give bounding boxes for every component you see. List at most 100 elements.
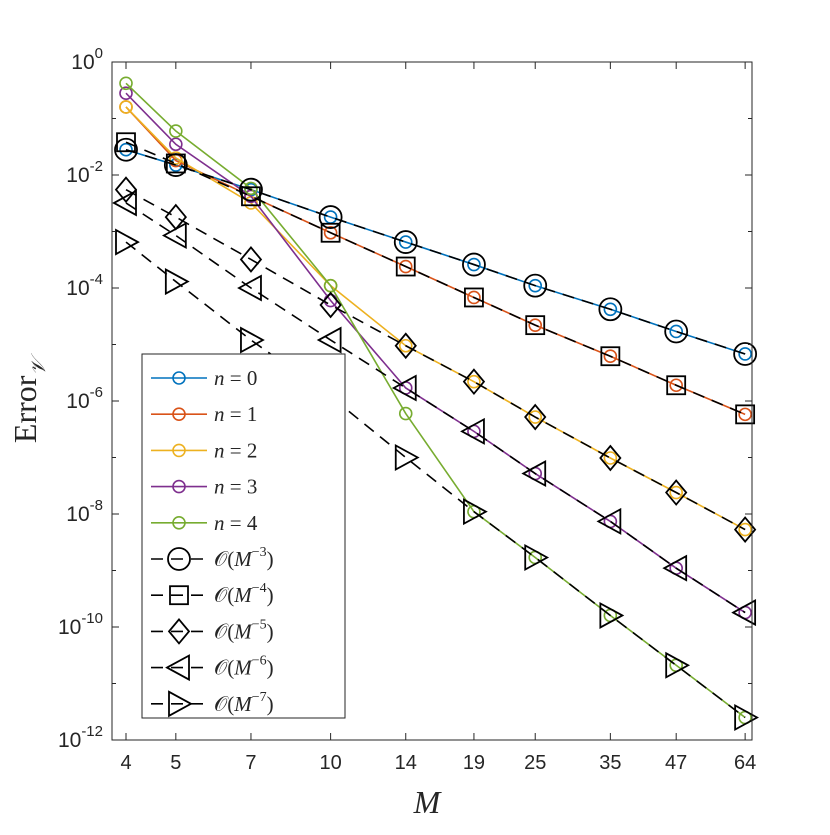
- reference-marker: [521, 460, 547, 488]
- legend-marker: [167, 617, 191, 645]
- reference-lines-group: [112, 132, 760, 732]
- series-point: [738, 407, 752, 422]
- legend-item-series-0: n = 0: [151, 366, 257, 390]
- series-point: [323, 225, 338, 240]
- series-point: [467, 290, 481, 305]
- reference-marker: [393, 230, 418, 254]
- series-point: [528, 318, 543, 332]
- reference-marker: [599, 444, 622, 472]
- reference-line: [125, 188, 746, 531]
- legend-label: n = 1: [214, 402, 257, 426]
- reference-marker: [662, 554, 688, 582]
- reference-marker: [665, 479, 688, 506]
- reference-marker: [320, 222, 341, 243]
- reference-line-1: [116, 132, 756, 425]
- series-point: [603, 451, 618, 465]
- legend-item-reference-2: 𝒪(M−5): [151, 617, 274, 645]
- y-tick-label: 10-8: [66, 497, 103, 526]
- legend-label: n = 4: [214, 511, 258, 535]
- reference-line: [125, 141, 746, 416]
- series-point: [669, 485, 683, 500]
- reference-marker: [164, 268, 190, 296]
- series-point: [398, 338, 413, 353]
- reference-marker: [116, 132, 136, 153]
- reference-marker: [733, 342, 758, 366]
- reference-line-4: [115, 228, 760, 732]
- x-tick-label: 25: [524, 752, 546, 774]
- legend-marker: [168, 690, 193, 718]
- reference-marker: [237, 274, 262, 302]
- y-tick-label: 100: [71, 45, 103, 74]
- series-point: [119, 100, 133, 114]
- legend-marker: [172, 515, 186, 530]
- legend-item-reference-1: 𝒪(M−4): [151, 581, 274, 607]
- x-axis-label: M: [413, 784, 443, 820]
- legend: n = 0 n = 1 n = 2 n = 3 n = 4 𝒪(M−3) 𝒪(M−4) 𝒪(M…: [141, 353, 346, 719]
- y-tick-label: 10-10: [58, 610, 103, 639]
- reference-marker: [665, 651, 691, 679]
- reference-marker: [664, 319, 689, 344]
- series-point: [169, 151, 183, 165]
- reference-line-3: [112, 189, 757, 627]
- reference-marker: [114, 137, 138, 162]
- reference-marker: [394, 443, 420, 472]
- x-tick-label: 19: [463, 752, 485, 774]
- legend-item-series-2: n = 2: [151, 438, 257, 462]
- legend-label: 𝒪(M−3): [214, 545, 274, 571]
- reference-marker: [165, 153, 186, 174]
- legend-marker: [172, 479, 186, 494]
- series-point: [738, 347, 752, 361]
- series-point: [467, 257, 481, 272]
- reference-marker: [524, 543, 550, 571]
- legend-item-series-4: n = 4: [151, 511, 258, 535]
- reference-marker: [600, 346, 621, 367]
- series-point: [169, 124, 183, 138]
- x-tick-label: 10: [319, 752, 341, 774]
- reference-marker: [112, 189, 137, 217]
- legend-item-reference-4: 𝒪(M−7): [151, 690, 274, 718]
- x-tick-label: 64: [734, 752, 756, 774]
- series-point: [119, 86, 133, 101]
- reference-marker: [240, 326, 265, 354]
- reference-marker: [599, 601, 625, 629]
- reference-marker: [524, 403, 547, 431]
- series-point: [738, 522, 752, 537]
- reference-marker: [666, 375, 687, 396]
- legend-label: n = 0: [214, 366, 257, 390]
- reference-marker: [462, 368, 486, 396]
- series-line: [125, 82, 746, 719]
- legend-marker: [172, 371, 186, 385]
- reference-marker: [161, 221, 187, 250]
- y-tick-label: 10-12: [58, 723, 103, 752]
- series-point: [398, 259, 413, 274]
- x-tick-label: 35: [599, 752, 621, 774]
- reference-marker: [523, 273, 548, 298]
- reference-marker: [395, 256, 416, 277]
- reference-marker: [239, 177, 263, 202]
- reference-marker: [464, 287, 484, 308]
- reference-line-2: [114, 176, 757, 543]
- series-point: [169, 158, 183, 172]
- series-point: [119, 142, 133, 157]
- series-point: [169, 137, 183, 152]
- series-point: [603, 302, 618, 317]
- reference-marker: [114, 176, 138, 204]
- legend-marker: [169, 585, 189, 606]
- reference-marker: [462, 252, 486, 277]
- reference-marker: [241, 186, 261, 207]
- reference-marker: [463, 498, 488, 526]
- reference-marker: [319, 291, 342, 319]
- series-point: [398, 235, 413, 249]
- reference-marker: [115, 228, 140, 256]
- legend-item-reference-0: 𝒪(M−3): [151, 545, 274, 571]
- legend-label: 𝒪(M−6): [214, 654, 274, 680]
- legend-item-series-1: n = 1: [151, 402, 257, 426]
- legend-label: 𝒪(M−7): [214, 690, 274, 716]
- legend-item-series-3: n = 3: [151, 475, 257, 499]
- legend-marker: [172, 443, 186, 458]
- series-point: [467, 374, 481, 389]
- series-point: [119, 76, 133, 91]
- x-tick-label: 47: [665, 752, 687, 774]
